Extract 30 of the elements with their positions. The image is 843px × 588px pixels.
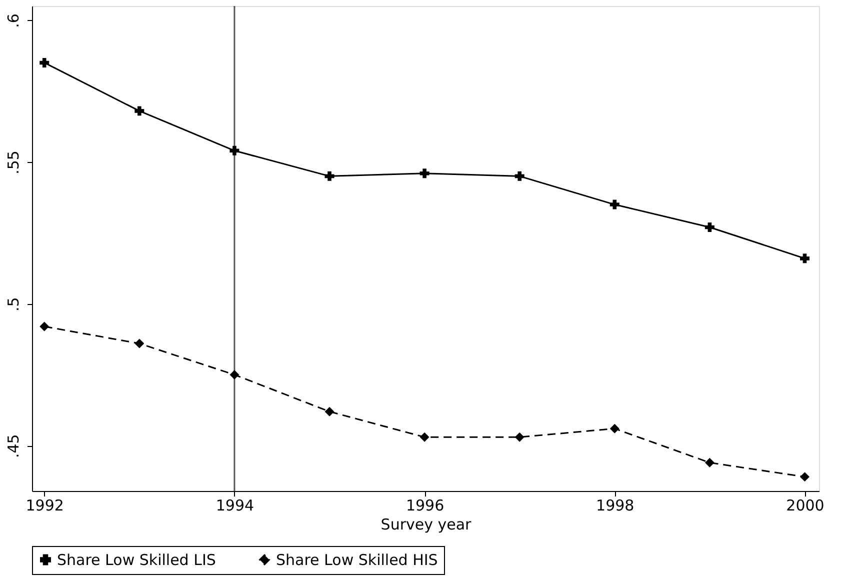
point [800, 254, 810, 264]
x-axis-title: Survey year [380, 516, 472, 534]
point [324, 406, 334, 416]
y-tick-label: .55 [4, 150, 22, 174]
point [800, 472, 810, 482]
point [610, 424, 620, 434]
point [420, 168, 430, 178]
x-tick-label: 1994 [216, 496, 254, 514]
point [40, 322, 50, 332]
x-tick-label: 1996 [406, 496, 444, 514]
y-tick-label: .45 [4, 434, 22, 458]
point [134, 106, 144, 116]
point [40, 58, 50, 68]
point [230, 146, 240, 156]
x-tick-label: 1992 [26, 496, 64, 514]
legend-label: Share Low Skilled HIS [276, 550, 438, 569]
point [704, 458, 714, 468]
point [230, 370, 240, 380]
legend-label: Share Low Skilled LIS [57, 550, 216, 569]
x-tick-label: 2000 [786, 496, 824, 514]
point [514, 171, 524, 181]
y-tick-label: .5 [4, 297, 22, 312]
point [704, 222, 714, 232]
y-tick-label: .6 [4, 14, 22, 28]
x-tick-label: 1998 [596, 496, 634, 514]
point [610, 200, 620, 210]
point [324, 171, 334, 181]
point [420, 432, 430, 442]
point [134, 338, 144, 348]
point [514, 432, 524, 442]
